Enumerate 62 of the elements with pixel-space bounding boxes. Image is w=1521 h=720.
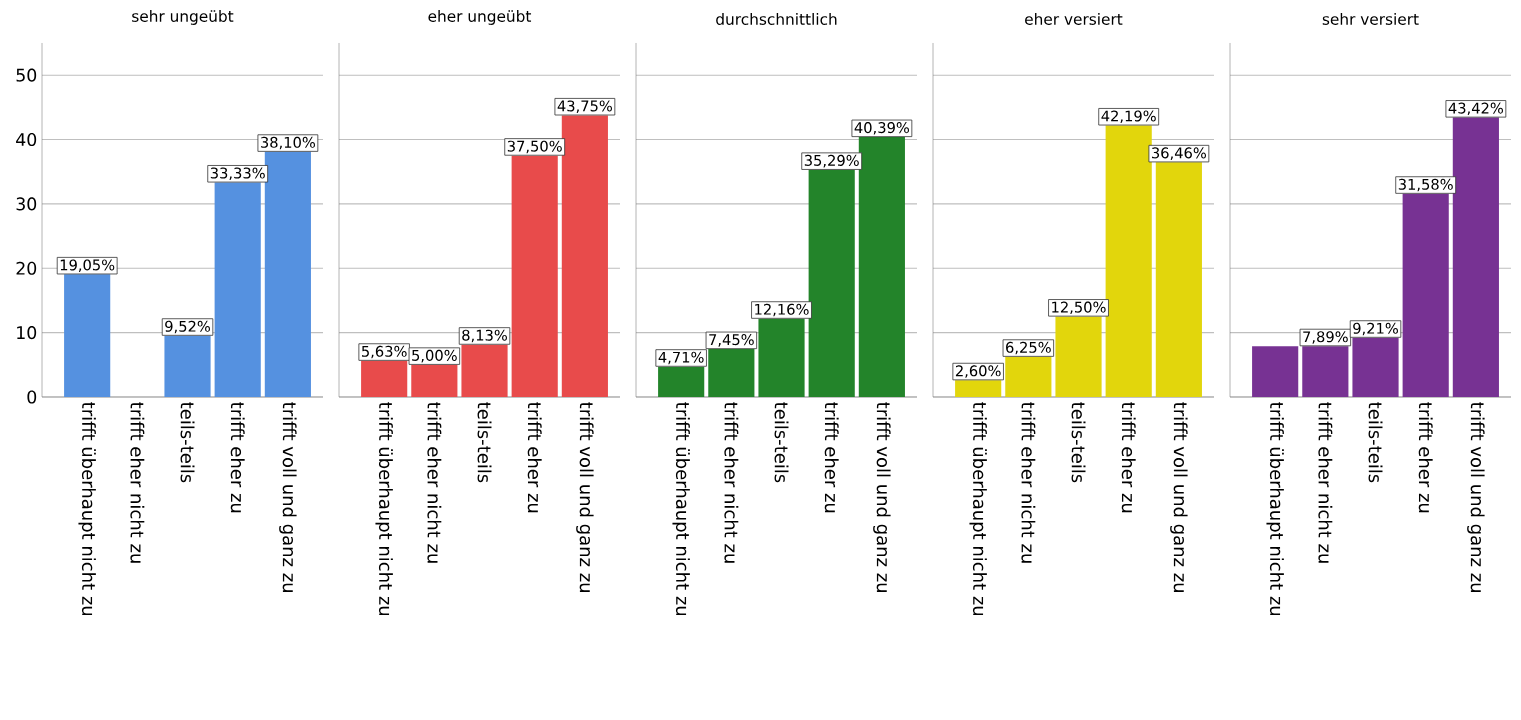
- x-tick-label: teils-teils: [1368, 402, 1383, 483]
- data-label: 31,58%: [1398, 178, 1453, 192]
- x-tick-label: teils-teils: [180, 402, 195, 483]
- y-tick-label: 0: [27, 390, 37, 404]
- data-label: 12,50%: [1052, 301, 1106, 315]
- data-label: 2,60%: [955, 365, 1001, 378]
- data-label: 4,71%: [658, 351, 704, 365]
- chart-title: sehr versiert: [1322, 13, 1419, 25]
- x-tick-label: trifft überhaupt nicht zu: [375, 402, 393, 616]
- data-label: 12,16%: [755, 303, 809, 317]
- data-label: 19,05%: [60, 259, 115, 272]
- y-tick-label: 40: [16, 132, 37, 147]
- y-tick-label: 20: [16, 261, 37, 275]
- x-tick-label: teils-teils: [477, 402, 492, 483]
- bar: [1252, 346, 1299, 397]
- data-label: 5,63%: [362, 345, 407, 359]
- x-tick-label: trifft voll und ganz zu: [576, 402, 594, 592]
- x-tick-label: trifft voll und ganz zu: [1467, 402, 1485, 592]
- chart-title: sehr ungeübt: [132, 10, 234, 25]
- x-tick-label: trifft überhaupt nicht zu: [1266, 402, 1284, 616]
- x-tick-label: trifft voll und ganz zu: [1170, 402, 1188, 592]
- data-label: 38,10%: [261, 136, 315, 150]
- x-tick-label: trifft eher nicht zu: [1021, 402, 1036, 563]
- x-tick-label: trifft eher nicht zu: [1318, 402, 1333, 563]
- data-label: 37,50%: [507, 140, 562, 154]
- x-tick-label: trifft voll und ganz zu: [279, 402, 297, 592]
- bar: [658, 366, 705, 397]
- x-tick-label: trifft überhaupt nicht zu: [969, 402, 987, 616]
- x-tick-label: teils-teils: [774, 402, 789, 483]
- data-label: 43,75%: [557, 100, 612, 113]
- x-tick-label: trifft eher nicht zu: [724, 402, 739, 563]
- data-label: 9,52%: [165, 320, 210, 334]
- chart-title: durchschnittlich: [716, 13, 837, 25]
- chart-title: eher ungeübt: [428, 10, 532, 25]
- bar: [955, 380, 1002, 397]
- data-label: 9,21%: [1353, 322, 1398, 336]
- data-label: 43,42%: [1448, 102, 1503, 116]
- y-tick-label: 10: [17, 326, 37, 340]
- x-tick-label: trifft überhaupt nicht zu: [78, 402, 96, 616]
- x-tick-label: trifft überhaupt nicht zu: [672, 402, 690, 616]
- x-tick-label: trifft eher zu: [230, 402, 245, 513]
- x-tick-label: teils-teils: [1071, 402, 1086, 483]
- data-label: 33,33%: [210, 167, 265, 181]
- data-label: 42,19%: [1101, 110, 1156, 124]
- chart-title: eher versiert: [1025, 13, 1123, 25]
- data-label: 6,25%: [1006, 341, 1051, 355]
- x-tick-label: trifft eher zu: [1418, 402, 1433, 513]
- x-tick-label: trifft eher zu: [527, 402, 542, 513]
- x-tick-label: trifft eher nicht zu: [130, 402, 145, 563]
- data-label: 5,00%: [412, 349, 457, 363]
- data-label: 7,89%: [1303, 331, 1348, 344]
- data-label: 36,46%: [1152, 147, 1206, 160]
- x-tick-label: trifft eher zu: [824, 402, 839, 513]
- data-label: 35,29%: [804, 154, 859, 168]
- data-label: 7,45%: [709, 334, 754, 347]
- y-tick-label: 50: [16, 68, 37, 82]
- data-label: 8,13%: [462, 329, 507, 343]
- x-tick-label: trifft eher zu: [1121, 402, 1136, 513]
- x-tick-label: trifft eher nicht zu: [427, 402, 442, 563]
- y-tick-label: 30: [16, 197, 37, 211]
- x-tick-label: trifft voll und ganz zu: [873, 402, 891, 592]
- data-label: 40,39%: [854, 122, 909, 135]
